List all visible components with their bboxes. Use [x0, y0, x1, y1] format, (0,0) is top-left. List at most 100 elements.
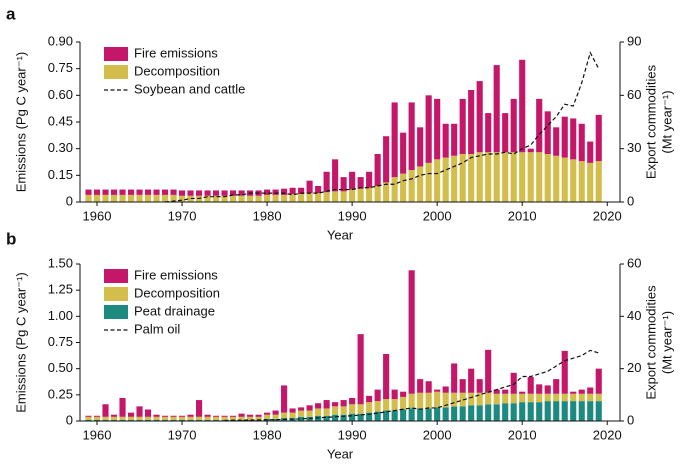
bar-segment [221, 419, 228, 421]
bar-segment [374, 154, 381, 186]
bar-segment [93, 189, 101, 195]
bar-segment [425, 392, 432, 409]
bar-segment [127, 194, 135, 202]
bar-segment [323, 171, 330, 193]
bar-segment [213, 195, 220, 202]
bar-segment [553, 127, 560, 156]
y-tick-label: 1.50 [48, 255, 73, 270]
bar-segment [408, 393, 415, 409]
x-tick-label: 1980 [253, 208, 282, 223]
bar-segment [136, 406, 143, 417]
x-tick-label: 2020 [593, 208, 622, 223]
y-tick-label: 0.50 [48, 360, 73, 375]
bar-segment [357, 334, 364, 405]
bar-segment [383, 410, 390, 421]
bar-segment [587, 162, 594, 202]
bar-segment [272, 414, 279, 419]
bar-segment [434, 389, 441, 392]
bar-segment [544, 385, 551, 394]
bar-segment [561, 401, 568, 421]
bar-segment [161, 419, 169, 421]
bar-segment [425, 162, 432, 202]
x-tick-label: 1990 [338, 208, 367, 223]
y2-tick-label: 60 [627, 255, 641, 270]
x-tick-label: 1980 [253, 427, 282, 442]
x-tick-label: 2010 [508, 427, 537, 442]
bar-segment [578, 123, 585, 162]
bar-segment [153, 419, 160, 421]
bar-segment [144, 419, 152, 421]
bar-segment [366, 412, 373, 421]
legend-label: Decomposition [134, 285, 220, 300]
bar-segment [595, 368, 602, 394]
bar-segment [315, 186, 322, 194]
y-axis-label: Emissions (Pg C year⁻¹) [13, 272, 28, 413]
bar-segment [527, 402, 534, 421]
bar-segment [298, 407, 305, 411]
bar-segment [187, 416, 194, 420]
bar-segment [442, 407, 449, 421]
bar-segment [102, 189, 109, 195]
bar-segment [195, 400, 203, 417]
bar-segment [204, 190, 211, 196]
bar-segment [170, 416, 177, 420]
bar-segment [349, 413, 356, 421]
bar-segment [110, 194, 118, 202]
bar-segment [578, 389, 585, 394]
bar-segment [332, 402, 339, 407]
bar-segment [102, 416, 109, 420]
bar-segment [536, 402, 543, 421]
bar-segment [578, 401, 585, 421]
bar-segment [527, 152, 534, 202]
bar-segment [544, 393, 551, 402]
bar-segment [306, 180, 313, 194]
bar-segment [136, 189, 143, 195]
bar-segment [434, 407, 441, 421]
bar-segment [204, 414, 211, 417]
bar-segment [323, 408, 330, 416]
bar-segment [502, 113, 509, 153]
bar-segment [272, 194, 279, 202]
bar-segment [527, 148, 534, 153]
y-tick-label: 1.00 [48, 308, 73, 323]
bar-segment [451, 155, 458, 202]
bar-segment [417, 166, 424, 202]
line-series [164, 51, 600, 203]
bar-segment [298, 187, 305, 194]
bar-segment [502, 403, 509, 421]
bar-segment [306, 193, 313, 202]
bar-segment [468, 405, 475, 421]
bar-segment [570, 118, 577, 160]
bar-segment [357, 188, 364, 202]
bar-segment [315, 193, 322, 202]
bar-segment [153, 189, 160, 195]
bar-segment [451, 392, 458, 407]
bar-segment [493, 65, 500, 153]
bar-segment [119, 397, 126, 417]
bar-segment [119, 416, 126, 420]
bar-segment [221, 415, 228, 417]
bar-segment [459, 379, 466, 393]
bar-segment [570, 393, 577, 402]
legend-swatch [104, 269, 128, 283]
bar-segment [213, 190, 220, 196]
bar-segment [315, 403, 322, 409]
bar-segment [221, 416, 228, 420]
bar-segment [536, 393, 543, 403]
y-tick-label: 1.25 [48, 282, 73, 297]
y-tick-label: 0.75 [48, 60, 73, 75]
y-tick-label: 0.25 [48, 386, 73, 401]
bar-segment [374, 389, 381, 402]
bar-segment [536, 384, 543, 394]
bar-segment [255, 416, 262, 420]
legend-swatch [104, 65, 128, 79]
bar-segment [187, 190, 194, 196]
bar-segment [281, 194, 288, 202]
bar-segment [221, 190, 228, 196]
bar-segment [144, 416, 152, 420]
bar-segment [238, 419, 245, 421]
bar-segment [93, 194, 101, 202]
bar-segment [110, 416, 118, 420]
bar-segment [204, 416, 211, 420]
bar-segment [383, 136, 390, 183]
